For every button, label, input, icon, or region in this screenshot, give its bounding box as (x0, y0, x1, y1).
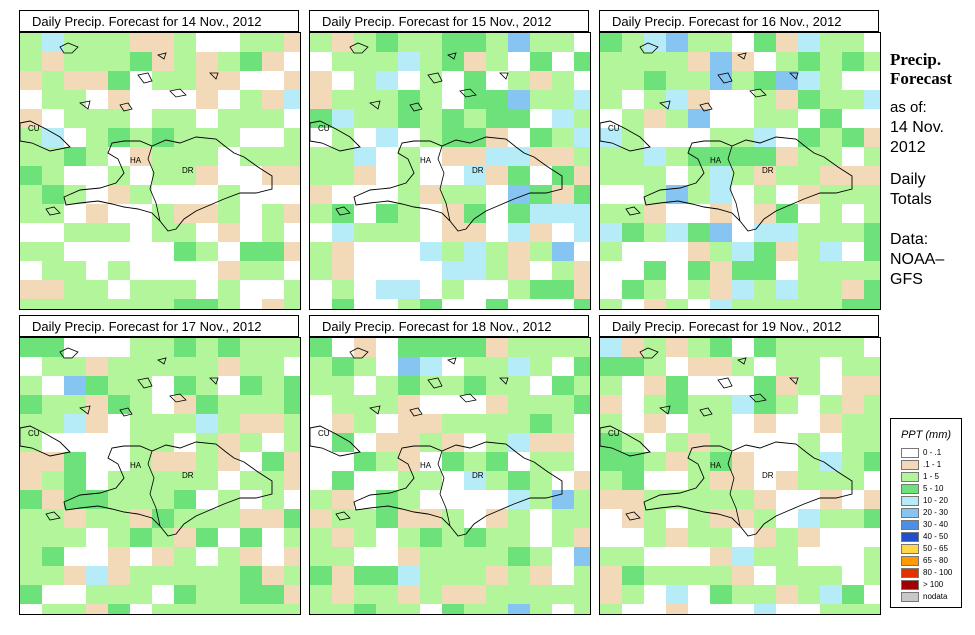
legend-item: 20 - 30 (891, 507, 961, 519)
map-label-cuba: CU (28, 124, 40, 133)
panel-title: Daily Precip. Forecast for 18 Nov., 2012 (309, 315, 589, 337)
sidebar-title-line1: Precip. (890, 50, 942, 69)
legend-swatch (901, 460, 919, 470)
precip-map-canvas: CU HA DR (20, 33, 300, 309)
legend-swatch (901, 520, 919, 530)
legend-swatch (901, 532, 919, 542)
legend-item: 30 - 40 (891, 519, 961, 531)
precip-map: CU HA DR (309, 337, 591, 615)
map-label-haiti: HA (710, 461, 722, 470)
map-label-dominican-republic: DR (762, 471, 774, 480)
map-label-dominican-republic: DR (182, 166, 194, 175)
legend-swatch (901, 544, 919, 554)
legend-item: 5 - 10 (891, 483, 961, 495)
panel-title: Daily Precip. Forecast for 15 Nov., 2012 (309, 10, 589, 32)
sidebar-title: Precip. Forecast (890, 50, 952, 88)
legend-swatch (901, 508, 919, 518)
legend-item: 40 - 50 (891, 531, 961, 543)
legend-label: 80 - 100 (923, 568, 953, 577)
precip-legend: PPT (mm) 0 - .1 .1 - 1 1 - 5 5 - 10 10 - 20 2… (890, 418, 962, 608)
legend-rows: 0 - .1 .1 - 1 1 - 5 5 - 10 10 - 20 20 - 30 30 … (891, 447, 961, 603)
legend-label: 1 - 5 (923, 472, 940, 481)
data-model: GFS (890, 271, 923, 288)
sidebar-title-line2: Forecast (890, 69, 952, 88)
daily-totals-note: Daily Totals (890, 170, 932, 210)
map-label-dominican-republic: DR (182, 471, 194, 480)
precip-map-canvas: CU HA DR (20, 338, 300, 614)
legend-label: > 100 (923, 580, 944, 589)
panel-title: Daily Precip. Forecast for 14 Nov., 2012 (19, 10, 299, 32)
legend-item: 80 - 100 (891, 567, 961, 579)
legend-label: 0 - .1 (923, 448, 942, 457)
legend-item: .1 - 1 (891, 459, 961, 471)
legend-item: 65 - 80 (891, 555, 961, 567)
legend-label: 20 - 30 (923, 508, 948, 517)
daily-line: Daily (890, 171, 926, 188)
panel-title: Daily Precip. Forecast for 17 Nov., 2012 (19, 315, 299, 337)
legend-swatch (901, 496, 919, 506)
map-label-dominican-republic: DR (472, 166, 484, 175)
precip-map-canvas: CU HA DR (310, 338, 590, 614)
map-label-dominican-republic: DR (762, 166, 774, 175)
legend-swatch (901, 556, 919, 566)
map-label-cuba: CU (318, 429, 330, 438)
legend-swatch (901, 592, 919, 602)
precip-map: CU HA DR (599, 337, 881, 615)
precip-map: CU HA DR (19, 32, 301, 310)
precip-map: CU HA DR (599, 32, 881, 310)
precip-map-canvas: CU HA DR (600, 338, 880, 614)
legend-item: 50 - 65 (891, 543, 961, 555)
precip-map: CU HA DR (19, 337, 301, 615)
legend-swatch (901, 484, 919, 494)
legend-label: 50 - 65 (923, 544, 948, 553)
panel-title: Daily Precip. Forecast for 16 Nov., 2012 (599, 10, 879, 32)
map-label-cuba: CU (28, 429, 40, 438)
as-of-date: as of: 14 Nov. 2012 (890, 98, 944, 158)
data-label: Data: (890, 231, 929, 248)
map-label-cuba: CU (608, 124, 620, 133)
legend-label: 10 - 20 (923, 496, 948, 505)
legend-item: 1 - 5 (891, 471, 961, 483)
as-of-day: 14 Nov. (890, 119, 944, 136)
legend-label: 65 - 80 (923, 556, 948, 565)
data-provider: NOAA– (890, 251, 945, 268)
legend-label: 30 - 40 (923, 520, 948, 529)
legend-swatch (901, 568, 919, 578)
legend-swatch (901, 472, 919, 482)
data-source: Data: NOAA– GFS (890, 230, 944, 290)
map-label-haiti: HA (420, 461, 432, 470)
map-label-cuba: CU (608, 429, 620, 438)
legend-label: 5 - 10 (923, 484, 944, 493)
panel-title: Daily Precip. Forecast for 19 Nov., 2012 (599, 315, 879, 337)
map-label-haiti: HA (130, 461, 142, 470)
totals-line: Totals (890, 191, 932, 208)
legend-label: .1 - 1 (923, 460, 942, 469)
legend-title: PPT (mm) (900, 429, 952, 441)
map-label-haiti: HA (710, 156, 722, 165)
map-label-cuba: CU (318, 124, 330, 133)
legend-item: 0 - .1 (891, 447, 961, 459)
precip-map-canvas: CU HA DR (600, 33, 880, 309)
legend-item: > 100 (891, 579, 961, 591)
precip-map: CU HA DR (309, 32, 591, 310)
as-of-year: 2012 (890, 139, 926, 156)
legend-item: nodata (891, 591, 961, 603)
map-label-haiti: HA (130, 156, 142, 165)
map-label-dominican-republic: DR (472, 471, 484, 480)
legend-label: 40 - 50 (923, 532, 948, 541)
as-of-label: as of: (890, 99, 927, 116)
legend-item: 10 - 20 (891, 495, 961, 507)
map-label-haiti: HA (420, 156, 432, 165)
legend-swatch (901, 448, 919, 458)
legend-label: nodata (923, 592, 948, 601)
precip-map-canvas: CU HA DR (310, 33, 590, 309)
legend-swatch (901, 580, 919, 590)
